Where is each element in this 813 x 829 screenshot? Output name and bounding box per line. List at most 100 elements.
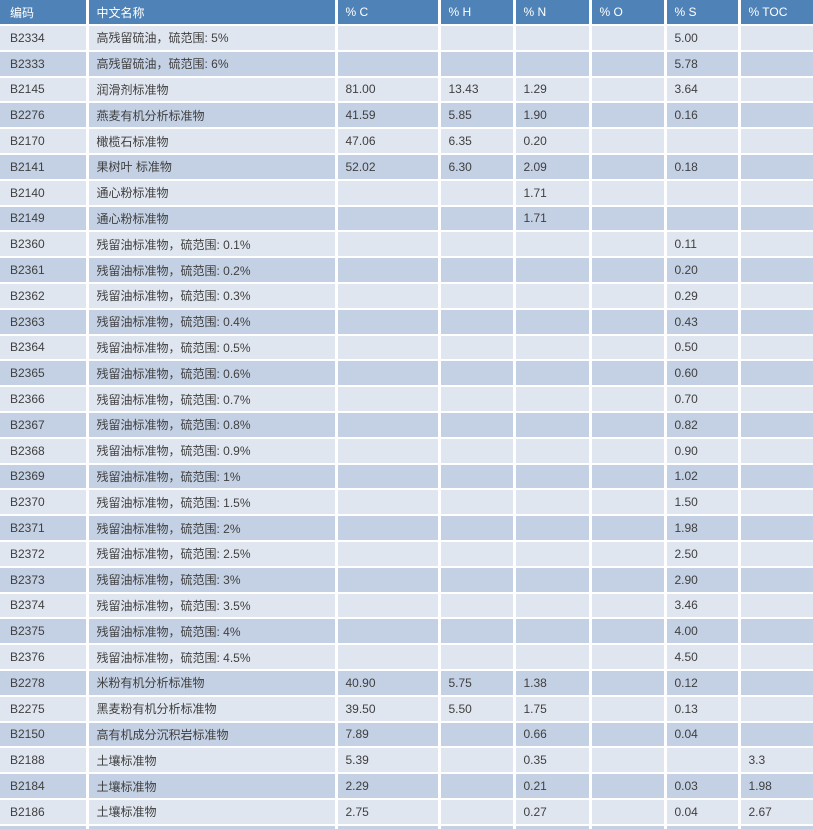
cell-code: B2188 <box>0 747 89 775</box>
cell-n: 1.71 <box>514 205 592 233</box>
cell-n <box>514 231 592 259</box>
cell-c <box>336 50 441 78</box>
cell-c <box>336 386 441 413</box>
cell-name: 残留油标准物，硫范围: 3.5% <box>87 592 338 620</box>
cell-o <box>590 489 667 517</box>
cell-s: 0.50 <box>665 334 741 362</box>
cell-c <box>336 205 441 233</box>
cell-name: 残留油标准物，硫范围: 0.2% <box>87 257 338 284</box>
cell-c <box>336 489 441 517</box>
cell-h: 5.85 <box>439 102 516 130</box>
table-row: B2373 残留油标准物，硫范围: 3% 2.90 <box>0 566 813 594</box>
cell-toc <box>739 334 813 362</box>
cell-code: B2334 <box>0 25 89 52</box>
cell-n <box>514 437 592 465</box>
cell-o <box>590 721 667 749</box>
cell-o <box>590 618 667 646</box>
cell-n: 1.75 <box>514 695 592 723</box>
table-row: B2370 残留油标准物，硫范围: 1.5% 1.50 <box>0 489 813 517</box>
cell-n <box>514 282 592 310</box>
cell-h: 13.43 <box>439 76 516 104</box>
cell-name: 残留油标准物，硫范围: 1.5% <box>87 489 338 517</box>
cell-s: 0.82 <box>665 411 741 439</box>
table-row: B2362 残留油标准物，硫范围: 0.3% 0.29 <box>0 282 813 310</box>
cell-s: 0.43 <box>665 308 741 336</box>
cell-s: 0.20 <box>665 257 741 284</box>
cell-o <box>590 540 667 568</box>
cell-c <box>336 566 441 594</box>
cell-n <box>514 618 592 646</box>
cell-o <box>590 179 667 207</box>
cell-c <box>336 437 441 465</box>
table-row: B2186 土壤标准物 2.75 0.27 0.04 2.67 <box>0 798 813 826</box>
cell-h <box>439 489 516 517</box>
cell-name: 土壤标准物 <box>87 773 338 800</box>
cell-toc <box>739 437 813 465</box>
partial-row <box>0 824 813 829</box>
cell-o <box>590 566 667 594</box>
cell-toc <box>739 411 813 439</box>
cell-n <box>514 50 592 78</box>
cell-s: 5.78 <box>665 50 741 78</box>
cell-code: B2373 <box>0 566 89 594</box>
cell-name: 残留油标准物，硫范围: 0.9% <box>87 437 338 465</box>
cell-s: 0.16 <box>665 102 741 130</box>
cell-name: 残留油标准物，硫范围: 1% <box>87 463 338 491</box>
cell-s: 0.12 <box>665 669 741 697</box>
cell-s: 0.04 <box>665 721 741 749</box>
column-header-code: 编码 <box>0 0 89 26</box>
cell-c <box>336 25 441 52</box>
cell-c <box>336 592 441 620</box>
cell-s: 4.50 <box>665 644 741 671</box>
cell-code: B2360 <box>0 231 89 259</box>
cell-toc <box>739 50 813 78</box>
cell-name: 土壤标准物 <box>87 798 338 826</box>
cell-h <box>439 308 516 336</box>
cell-code: B2184 <box>0 773 89 800</box>
cell-o <box>590 282 667 310</box>
cell-o <box>590 205 667 233</box>
cell-c <box>336 463 441 491</box>
cell-n: 2.09 <box>514 153 592 181</box>
table-row: B2276 燕麦有机分析标准物 41.59 5.85 1.90 0.16 <box>0 102 813 130</box>
cell-h <box>439 334 516 362</box>
cell-s: 0.03 <box>665 773 741 800</box>
column-header-name: 中文名称 <box>87 0 338 26</box>
cell-o <box>590 360 667 388</box>
cell-c: 41.59 <box>336 102 441 130</box>
cell-name: 燕麦有机分析标准物 <box>87 102 338 130</box>
cell-toc <box>739 489 813 517</box>
cell-code: B2363 <box>0 308 89 336</box>
cell-code: B2141 <box>0 153 89 181</box>
cell-code: B2372 <box>0 540 89 568</box>
cell-name: 橄榄石标准物 <box>87 128 338 155</box>
cell-h <box>439 386 516 413</box>
cell-toc: 3.3 <box>739 747 813 775</box>
cell-toc <box>739 179 813 207</box>
cell-c <box>336 334 441 362</box>
cell-code: B2170 <box>0 128 89 155</box>
cell-n: 0.27 <box>514 798 592 826</box>
cell-c <box>336 411 441 439</box>
cell-name: 残留油标准物，硫范围: 0.8% <box>87 411 338 439</box>
cell-o <box>590 669 667 697</box>
cell-c <box>336 618 441 646</box>
cell-c <box>336 308 441 336</box>
cell-s <box>665 205 741 233</box>
table-row: B2365 残留油标准物，硫范围: 0.6% 0.60 <box>0 360 813 388</box>
cell-code: B2361 <box>0 257 89 284</box>
table-row: B2141 果树叶 标准物 52.02 6.30 2.09 0.18 <box>0 153 813 181</box>
cell-toc <box>739 515 813 542</box>
cell-toc <box>739 257 813 284</box>
cell-code: B2374 <box>0 592 89 620</box>
cell-h <box>439 540 516 568</box>
cell-h: 5.50 <box>439 695 516 723</box>
cell-s <box>665 747 741 775</box>
cell-s: 1.50 <box>665 489 741 517</box>
cell-name: 残留油标准物，硫范围: 0.5% <box>87 334 338 362</box>
cell-n: 0.21 <box>514 773 592 800</box>
cell-h <box>439 231 516 259</box>
cell-code: B2369 <box>0 463 89 491</box>
cell-s: 1.98 <box>665 515 741 542</box>
